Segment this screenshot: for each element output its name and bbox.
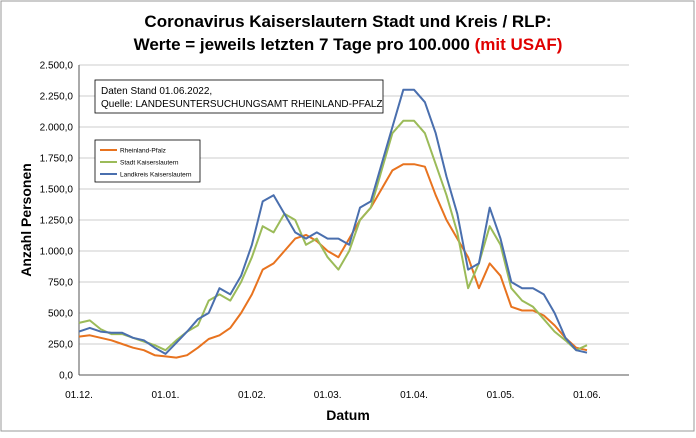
x-tick-label: 01.12.: [65, 390, 93, 401]
legend-label: Rheinland-Pfalz: [120, 148, 166, 155]
data-line: [78, 119, 588, 352]
x-tick-label: 01.05.: [487, 390, 515, 401]
chart-title: Coronavirus Kaiserslautern Stadt und Kre…: [144, 12, 551, 31]
y-tick-label: 750,0: [48, 278, 73, 289]
annotation: Quelle: LANDESUNTERSUCHUNGSAMT RHEINLAND…: [101, 99, 383, 110]
y-tick-label: 250,0: [48, 340, 73, 351]
y-tick-label: 1.750,0: [40, 154, 74, 165]
chart-title: Werte = jeweils letzten 7 Tage pro 100.0…: [134, 35, 563, 54]
legend-label: Stadt Kaiserslautern: [120, 160, 179, 167]
y-tick-label: 1.500,0: [40, 185, 74, 196]
y-tick-label: 2.250,0: [40, 92, 74, 103]
y-axis-title: Anzahl Personen: [18, 163, 34, 277]
y-tick-label: 2.000,0: [40, 123, 74, 134]
x-tick-label: 01.06.: [573, 390, 601, 401]
data-line: [78, 163, 588, 359]
x-tick-label: 01.02.: [238, 390, 266, 401]
y-tick-label: 1.250,0: [40, 216, 74, 227]
title-part: Werte = jeweils letzten 7 Tage pro 100.0…: [134, 35, 475, 54]
y-tick-label: 0,0: [59, 371, 73, 382]
y-tick-label: 1.000,0: [40, 247, 74, 258]
x-tick-label: 01.03.: [314, 390, 342, 401]
y-tick-label: 2.500,0: [40, 61, 74, 72]
data-line: [78, 88, 588, 355]
x-tick-label: 01.01.: [152, 390, 180, 401]
title-highlight: (mit USAF): [475, 35, 563, 54]
legend: Rheinland-Pfalz Stadt Kaiserslautern Landk…: [94, 139, 201, 183]
y-tick-label: 500,0: [48, 309, 73, 320]
legend-label: Landkreis Kaiserslautern: [120, 172, 192, 179]
x-axis-title: Datum: [326, 407, 370, 423]
annotation: Daten Stand 01.06.2022,: [101, 86, 212, 97]
x-tick-label: 01.04.: [400, 390, 428, 401]
annotation-box: [94, 79, 384, 114]
